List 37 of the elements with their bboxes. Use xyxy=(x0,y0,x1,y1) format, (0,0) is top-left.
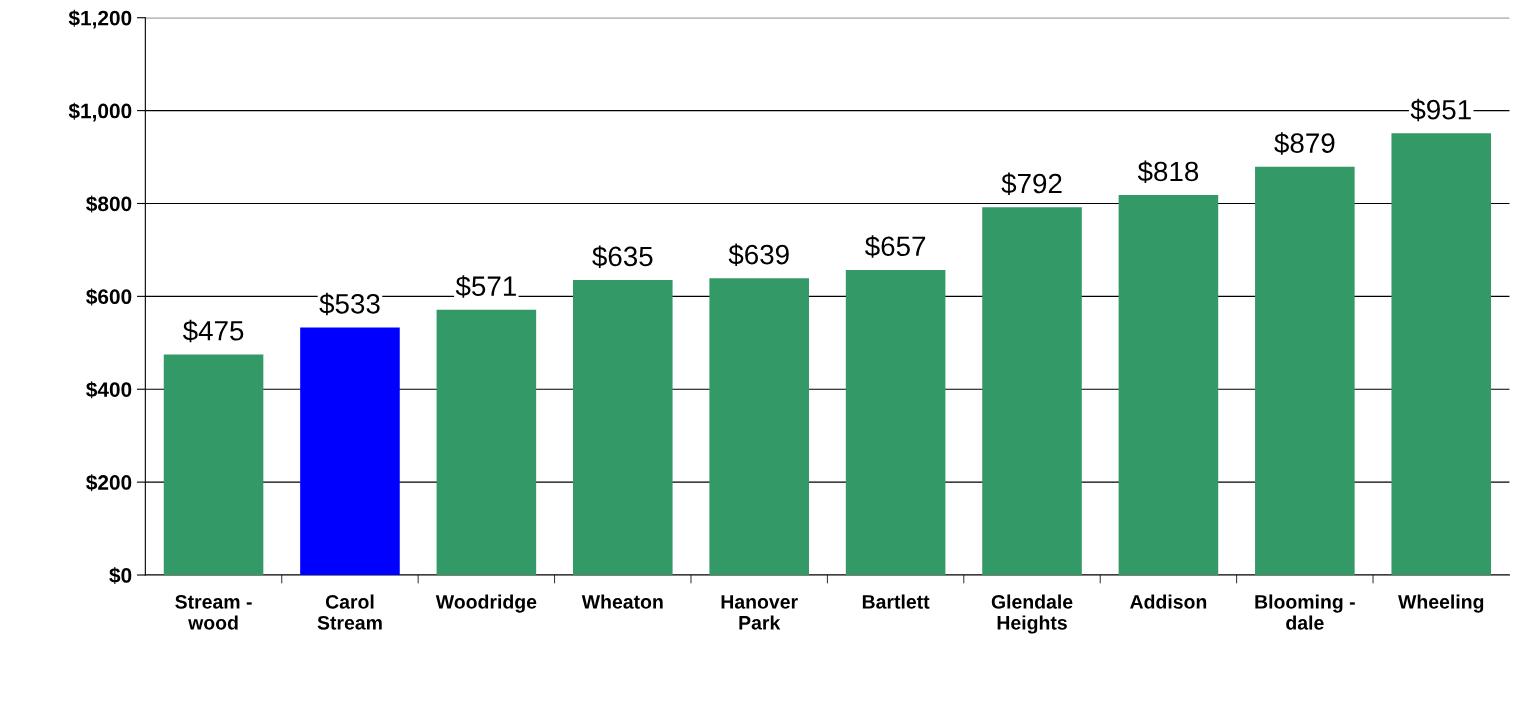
bar xyxy=(300,327,400,575)
x-tick-label: Bartlett xyxy=(862,594,930,609)
bar xyxy=(709,278,809,575)
x-tick-label: Blooming - dale xyxy=(1255,594,1355,630)
data-label: $639 xyxy=(728,243,789,267)
x-tick-label: Wheeling xyxy=(1398,594,1484,613)
bar xyxy=(845,269,946,575)
y-tick-label: $200 xyxy=(86,474,132,492)
bar xyxy=(1118,195,1219,575)
data-label: $571 xyxy=(455,275,516,298)
y-tick-label: $1,200 xyxy=(68,9,132,29)
data-label: $792 xyxy=(1001,172,1062,196)
bar xyxy=(982,207,1082,575)
data-label: $475 xyxy=(182,319,244,343)
bar xyxy=(436,309,537,575)
x-tick-label: Carol Stream xyxy=(317,594,382,630)
bar xyxy=(1391,133,1492,575)
data-label: $879 xyxy=(1274,132,1335,155)
data-label: $635 xyxy=(592,245,653,268)
x-tick-label: Stream - wood xyxy=(175,594,252,630)
y-tick-label: $400 xyxy=(86,381,132,399)
y-tick-label: $1,000 xyxy=(68,102,132,122)
x-tick-label: Woodridge xyxy=(435,594,537,613)
y-tick-label: $0 xyxy=(109,567,132,585)
x-tick-label: Addison xyxy=(1130,594,1207,609)
data-label: $818 xyxy=(1137,160,1199,183)
x-tick-label: Glendale Heights xyxy=(991,594,1073,634)
x-tick-label: Hanover Park xyxy=(721,595,798,630)
data-label: $533 xyxy=(319,292,380,316)
x-tick-label: Wheaton xyxy=(581,594,663,609)
bar xyxy=(1255,166,1355,575)
bar xyxy=(163,354,264,575)
y-tick-label: $800 xyxy=(86,195,132,213)
data-label: $951 xyxy=(1410,98,1471,122)
data-label: $657 xyxy=(865,235,926,258)
y-tick-label: $600 xyxy=(86,288,132,306)
bar xyxy=(572,280,673,575)
